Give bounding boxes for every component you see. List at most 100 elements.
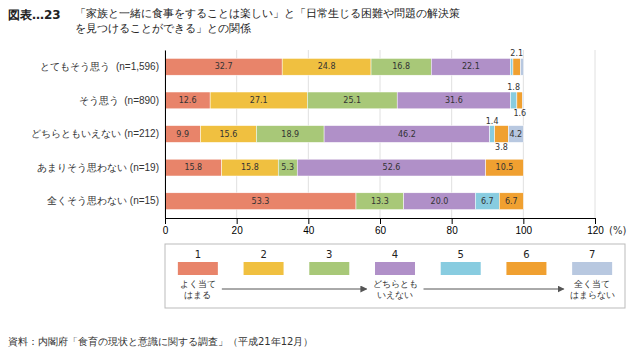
bar bbox=[523, 92, 524, 109]
legend-label: 1 bbox=[195, 249, 201, 260]
data-label: 6.7 bbox=[481, 197, 494, 206]
x-tick: 120 bbox=[587, 218, 604, 236]
data-label: 25.1 bbox=[343, 96, 361, 105]
y-tick: とてもそう思う (n=1,596) bbox=[40, 61, 159, 72]
x-tick: 80 bbox=[447, 218, 459, 236]
bar bbox=[165, 58, 282, 75]
bar bbox=[490, 126, 495, 143]
legend-item: 3 bbox=[309, 249, 349, 275]
x-tick-label: 80 bbox=[447, 225, 459, 236]
data-label: 31.6 bbox=[445, 96, 463, 105]
data-label: 13.3 bbox=[371, 197, 389, 206]
x-tick: 20 bbox=[232, 218, 244, 236]
legend-swatch bbox=[244, 262, 284, 275]
y-tick-label: 全くそう思わない (n=15) bbox=[47, 195, 159, 206]
data-label: 53.3 bbox=[252, 197, 270, 206]
y-tick: どちらともいえない (n=212) bbox=[31, 128, 159, 139]
data-label: 1.8 bbox=[507, 83, 520, 92]
legend-label: 5 bbox=[458, 249, 464, 260]
legend-box bbox=[165, 244, 625, 308]
legend-swatch bbox=[178, 262, 218, 275]
plot: 0 20 40 60 80 100 120 (%) とてもそう思う (n=1,596) そう思う … bbox=[31, 49, 626, 236]
bar bbox=[278, 159, 297, 176]
bar bbox=[475, 193, 499, 210]
x-tick: 0 bbox=[163, 218, 169, 236]
data-label: 18.9 bbox=[281, 130, 299, 139]
x-tick-mark bbox=[595, 218, 596, 224]
y-tick-label: そう思う (n=890) bbox=[79, 95, 159, 106]
bar bbox=[508, 126, 523, 143]
grid-line bbox=[595, 50, 596, 218]
x-tick: 40 bbox=[303, 218, 315, 236]
legend-swatch bbox=[506, 262, 546, 275]
y-tick: そう思う (n=890) bbox=[79, 95, 159, 106]
data-label: 20.0 bbox=[431, 197, 449, 206]
data-label: 15.8 bbox=[184, 163, 202, 172]
y-axis-line bbox=[165, 51, 166, 219]
x-tick-mark bbox=[165, 218, 166, 224]
data-label: 5.3 bbox=[281, 163, 294, 172]
data-label: 24.8 bbox=[318, 62, 336, 71]
legend-swatch bbox=[441, 262, 481, 275]
legend-item: 7 全く当てはまらない bbox=[570, 249, 615, 300]
grid-line bbox=[165, 50, 166, 218]
x-axis-label: (%) bbox=[609, 225, 626, 236]
data-label: 10.5 bbox=[496, 163, 514, 172]
x-tick-label: 120 bbox=[587, 225, 604, 236]
bar bbox=[486, 159, 524, 176]
x-tick: 60 bbox=[375, 218, 387, 236]
bar bbox=[297, 159, 485, 176]
legend-note-line: いえない bbox=[377, 290, 413, 300]
bar bbox=[222, 159, 279, 176]
bar bbox=[495, 126, 509, 143]
y-axis: とてもそう思う (n=1,596) そう思う (n=890) どちらともいえない (… bbox=[31, 51, 165, 219]
bar bbox=[510, 58, 513, 75]
x-tick-mark bbox=[380, 218, 381, 224]
title: 「家族と一緒に食事をすることは楽しい」と「日常生じる困難や問題の解決策を見つける… bbox=[75, 7, 460, 35]
data-label: 3.8 bbox=[495, 143, 508, 152]
legend-note-line: はまらない bbox=[570, 290, 615, 300]
bars bbox=[165, 58, 524, 209]
legend-label: 7 bbox=[589, 249, 595, 260]
legend-note-line: はまる bbox=[184, 290, 211, 300]
data-label: 52.6 bbox=[383, 163, 401, 172]
x-axis: 0 20 40 60 80 100 120 bbox=[163, 218, 605, 236]
bar bbox=[371, 58, 431, 75]
bar bbox=[165, 159, 222, 176]
legend-item: 4どちらともいえない bbox=[373, 249, 418, 300]
title-line: 「家族と一緒に食事をすることは楽しい」と「日常生じる困難や問題の解決策 bbox=[75, 7, 460, 20]
bar-series bbox=[508, 58, 523, 142]
data-label: 32.7 bbox=[215, 62, 233, 71]
data-label: 15.8 bbox=[241, 163, 259, 172]
x-axis-line bbox=[166, 219, 596, 225]
bar bbox=[431, 58, 510, 75]
legend-arrow bbox=[424, 289, 564, 290]
data-labels: 32.712.69.915.853.324.827.115.615.816.82… bbox=[176, 49, 526, 205]
chart: 図表…23「家族と一緒に食事をすることは楽しい」と「日常生じる困難や問題の解決策… bbox=[0, 0, 640, 353]
title-line: を見つけることができる」との関係 bbox=[75, 22, 251, 35]
x-tick-label: 0 bbox=[163, 225, 169, 236]
data-label: 22.1 bbox=[462, 62, 480, 71]
bar bbox=[404, 193, 476, 210]
data-label: 2.1 bbox=[510, 49, 523, 58]
legend-swatch bbox=[309, 262, 349, 275]
bar bbox=[165, 126, 200, 143]
x-tick-mark bbox=[523, 218, 524, 224]
bar bbox=[307, 92, 397, 109]
bar bbox=[165, 193, 356, 210]
data-label: 27.1 bbox=[250, 96, 268, 105]
legend-note: 全く当てはまらない bbox=[570, 279, 615, 300]
x-tick-mark bbox=[237, 218, 238, 224]
x-tick: 100 bbox=[515, 218, 532, 236]
y-tick: あまりそう思わない (n=19) bbox=[37, 162, 159, 173]
bar-series bbox=[486, 58, 524, 209]
data-label: 1.6 bbox=[513, 109, 526, 118]
legend-label: 2 bbox=[260, 249, 266, 260]
legend-note-line: よく当て bbox=[180, 279, 216, 289]
bar bbox=[282, 58, 371, 75]
legend-label: 6 bbox=[523, 249, 529, 260]
x-tick-label: 20 bbox=[232, 225, 244, 236]
bar bbox=[256, 126, 324, 143]
data-label: 12.6 bbox=[179, 96, 197, 105]
y-tick-label: どちらともいえない (n=212) bbox=[31, 128, 159, 139]
